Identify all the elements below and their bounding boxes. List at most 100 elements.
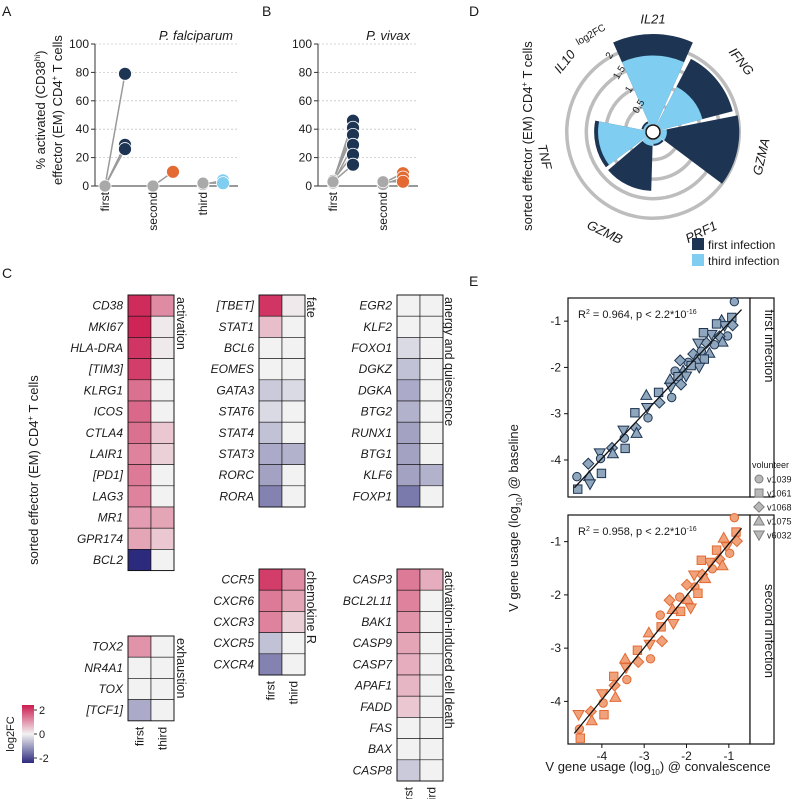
panel-a-point-baseline-5 [196, 176, 210, 190]
volunteer-legend-label-v1061: v1061 [767, 489, 792, 499]
volunteer-legend-marker-v1075 [752, 514, 766, 526]
radar-axis-label: log2FC [574, 22, 607, 48]
heat-cell-FOXP1-1 [419, 485, 444, 508]
heat-cell-BTG2-0 [396, 400, 421, 423]
volunteer-legend: v1039 v1061 v1068 v1075 v6032 [752, 474, 792, 542]
heat-row-label-[TIM3]: [TIM3] [88, 362, 124, 376]
panel-e-bottom-point-39 [595, 689, 609, 701]
panel-e-bottom-ytick-label-2: -3 [550, 641, 561, 655]
radar-gene-label-GZMA: GZMA [750, 137, 773, 177]
panel-e-bottom-ytick-label-0: -1 [550, 535, 561, 549]
panel-e-bottom-point-33 [618, 652, 632, 664]
heat-cell-MR1-0 [127, 506, 152, 529]
volunteer-legend-label-v6032: v6032 [767, 531, 792, 541]
legend-label-third-infection: third infection [708, 254, 779, 268]
legend-label-first-infection: first infection [708, 238, 775, 252]
panel-e-top-point-39 [617, 425, 630, 437]
panel-e-bottom-point-3 [717, 531, 731, 543]
panel-e-top-point-31 [653, 387, 664, 398]
heat-row-label-CXCR4: CXCR4 [213, 657, 254, 671]
radar-gene-label-TNF: TNF [535, 143, 555, 172]
heat-cell-[TCF1]-1 [150, 699, 175, 722]
heat-cell-CXCR3-1 [281, 611, 306, 633]
panel-b-ytick-label-20: 20 [299, 151, 313, 165]
heat-row-label-HLA-DRA: HLA-DRA [70, 341, 123, 355]
legend-swatch-third-infection [692, 254, 704, 266]
panel-e-top-point-14 [692, 338, 705, 350]
heat-cell-BCL6-1 [281, 337, 306, 359]
panel-e-bottom-point-11 [696, 555, 707, 565]
panel-e-top-point-33 [639, 388, 653, 400]
heat-cell-KLF2-1 [419, 315, 444, 338]
panel-e-top-point-36 [630, 408, 640, 418]
heat-cell-STAT6-0 [258, 400, 283, 423]
heat-cell-NR4A1-0 [127, 656, 152, 679]
radar-bar-third-TNF [598, 121, 647, 165]
panel-e-top-point-16 [699, 354, 709, 364]
heat-frame-exhaustion [127, 635, 175, 722]
panel-e-bottom-point-24 [667, 618, 680, 631]
heat-row-label-LAG3: LAG3 [92, 489, 123, 503]
heat-row-label-GPR174: GPR174 [77, 532, 123, 546]
heat-cell-TOX-1 [150, 678, 175, 700]
panel-e-bottom-point-17 [680, 578, 694, 591]
radar-bar-first-GZMA [659, 115, 740, 184]
panel-e-xlabel: V gene usage (log10) @ convalescence [545, 759, 770, 777]
panel-b-point-baseline-8 [376, 175, 390, 189]
panel-a-ylabel-line1: % activated (CD38hi) [33, 51, 48, 170]
panel-e-top-point-0 [729, 297, 740, 307]
heat-cell-HLA-DRA-0 [127, 337, 152, 359]
heat-group-title-fate: fate [304, 297, 318, 318]
heat-group-title-activation: activation [174, 297, 188, 350]
panel-a: % activated (CD38hi) effector (EM) CD4+ … [33, 28, 238, 231]
panel-e-top-point-38 [630, 426, 643, 438]
heat-cell-RORA-1 [281, 485, 306, 508]
heat-cell-DGKZ-0 [396, 358, 421, 381]
panel-d-radar: IL21IFNGGZMAPRF1GZMBTNFIL100.511.52log2F… [535, 11, 773, 247]
heat-row-label-FOXP1: FOXP1 [353, 489, 392, 503]
heat-cell-CXCR6-0 [258, 589, 283, 612]
panel-b-ytick-label-0: 0 [305, 179, 312, 193]
heat-cell-KLF6-0 [396, 464, 421, 487]
heat-row-label-MR1: MR1 [98, 511, 123, 525]
panel-d: sorted effector (EM) CD4+ T cells IL21 IF… [520, 11, 779, 268]
panel-e-bottom-strip: second infection [762, 584, 777, 678]
heat-group-title-chemokine: chemokine R [304, 571, 318, 644]
radar-gene-label-IFNG: IFNG [726, 45, 757, 79]
panel-e-xtick-label-2: -2 [681, 749, 692, 763]
heat-row-label-GATA3: GATA3 [216, 383, 254, 397]
heat-col-label-exhaustion-1: third [156, 727, 170, 750]
panel-a-ytick-label-20: 20 [76, 151, 90, 165]
panel-a-point-infected-0 [118, 66, 132, 81]
radar-ring-label-2: 2 [604, 50, 617, 61]
heat-cell-TOX2-0 [127, 635, 152, 658]
panel-e-bottom-point-13 [698, 571, 712, 584]
heat-cell-TOX2-1 [150, 635, 175, 658]
heat-row-label-CCR5: CCR5 [221, 573, 254, 587]
panel-e-top-point-21 [686, 360, 696, 371]
heat-legend-bar [22, 705, 34, 763]
panel-a-point-baseline-3 [146, 179, 160, 193]
panel-e-bottom-point-5 [724, 548, 735, 559]
panel-e-bottom-point-46 [575, 733, 585, 743]
panel-e-top-point-34 [640, 402, 654, 415]
panel-a-point-infected-2 [118, 142, 132, 156]
heat-frame-chemokine [258, 568, 306, 676]
heat-col-label-death-0: first [402, 786, 416, 799]
panel-e-bottom-point-44 [572, 710, 585, 722]
heat-cell-LAIR1-1 [150, 443, 175, 465]
heat-row-label-BTG1: BTG1 [361, 447, 392, 461]
heat-row-label-CTLA4: CTLA4 [86, 426, 124, 440]
heat-cell-BTG2-1 [419, 400, 444, 423]
panel-e-bottom-point-9 [703, 557, 716, 569]
panel-e-bottom-point-45 [574, 724, 585, 734]
panel-e-bottom-point-14 [687, 570, 701, 582]
panel-e-top-fit-line [573, 309, 743, 489]
panel-e: V gene usage (log10) @ baseline V gene u… [506, 297, 792, 777]
heat-col-label-exhaustion-0: first [133, 726, 147, 746]
heat-cell-STAT1-1 [281, 315, 306, 338]
panel-c-heatmaps: CD38 MKI67 HLA-DRA [TIM3] KLRG1 ICOS CTLA4 LAIR… [70, 294, 456, 799]
panel-e-top-point-9 [705, 329, 718, 342]
heat-cell-BAK1-0 [396, 611, 421, 633]
panel-c-ylabel: sorted effector (EM) CD4+ T cells [26, 375, 41, 565]
